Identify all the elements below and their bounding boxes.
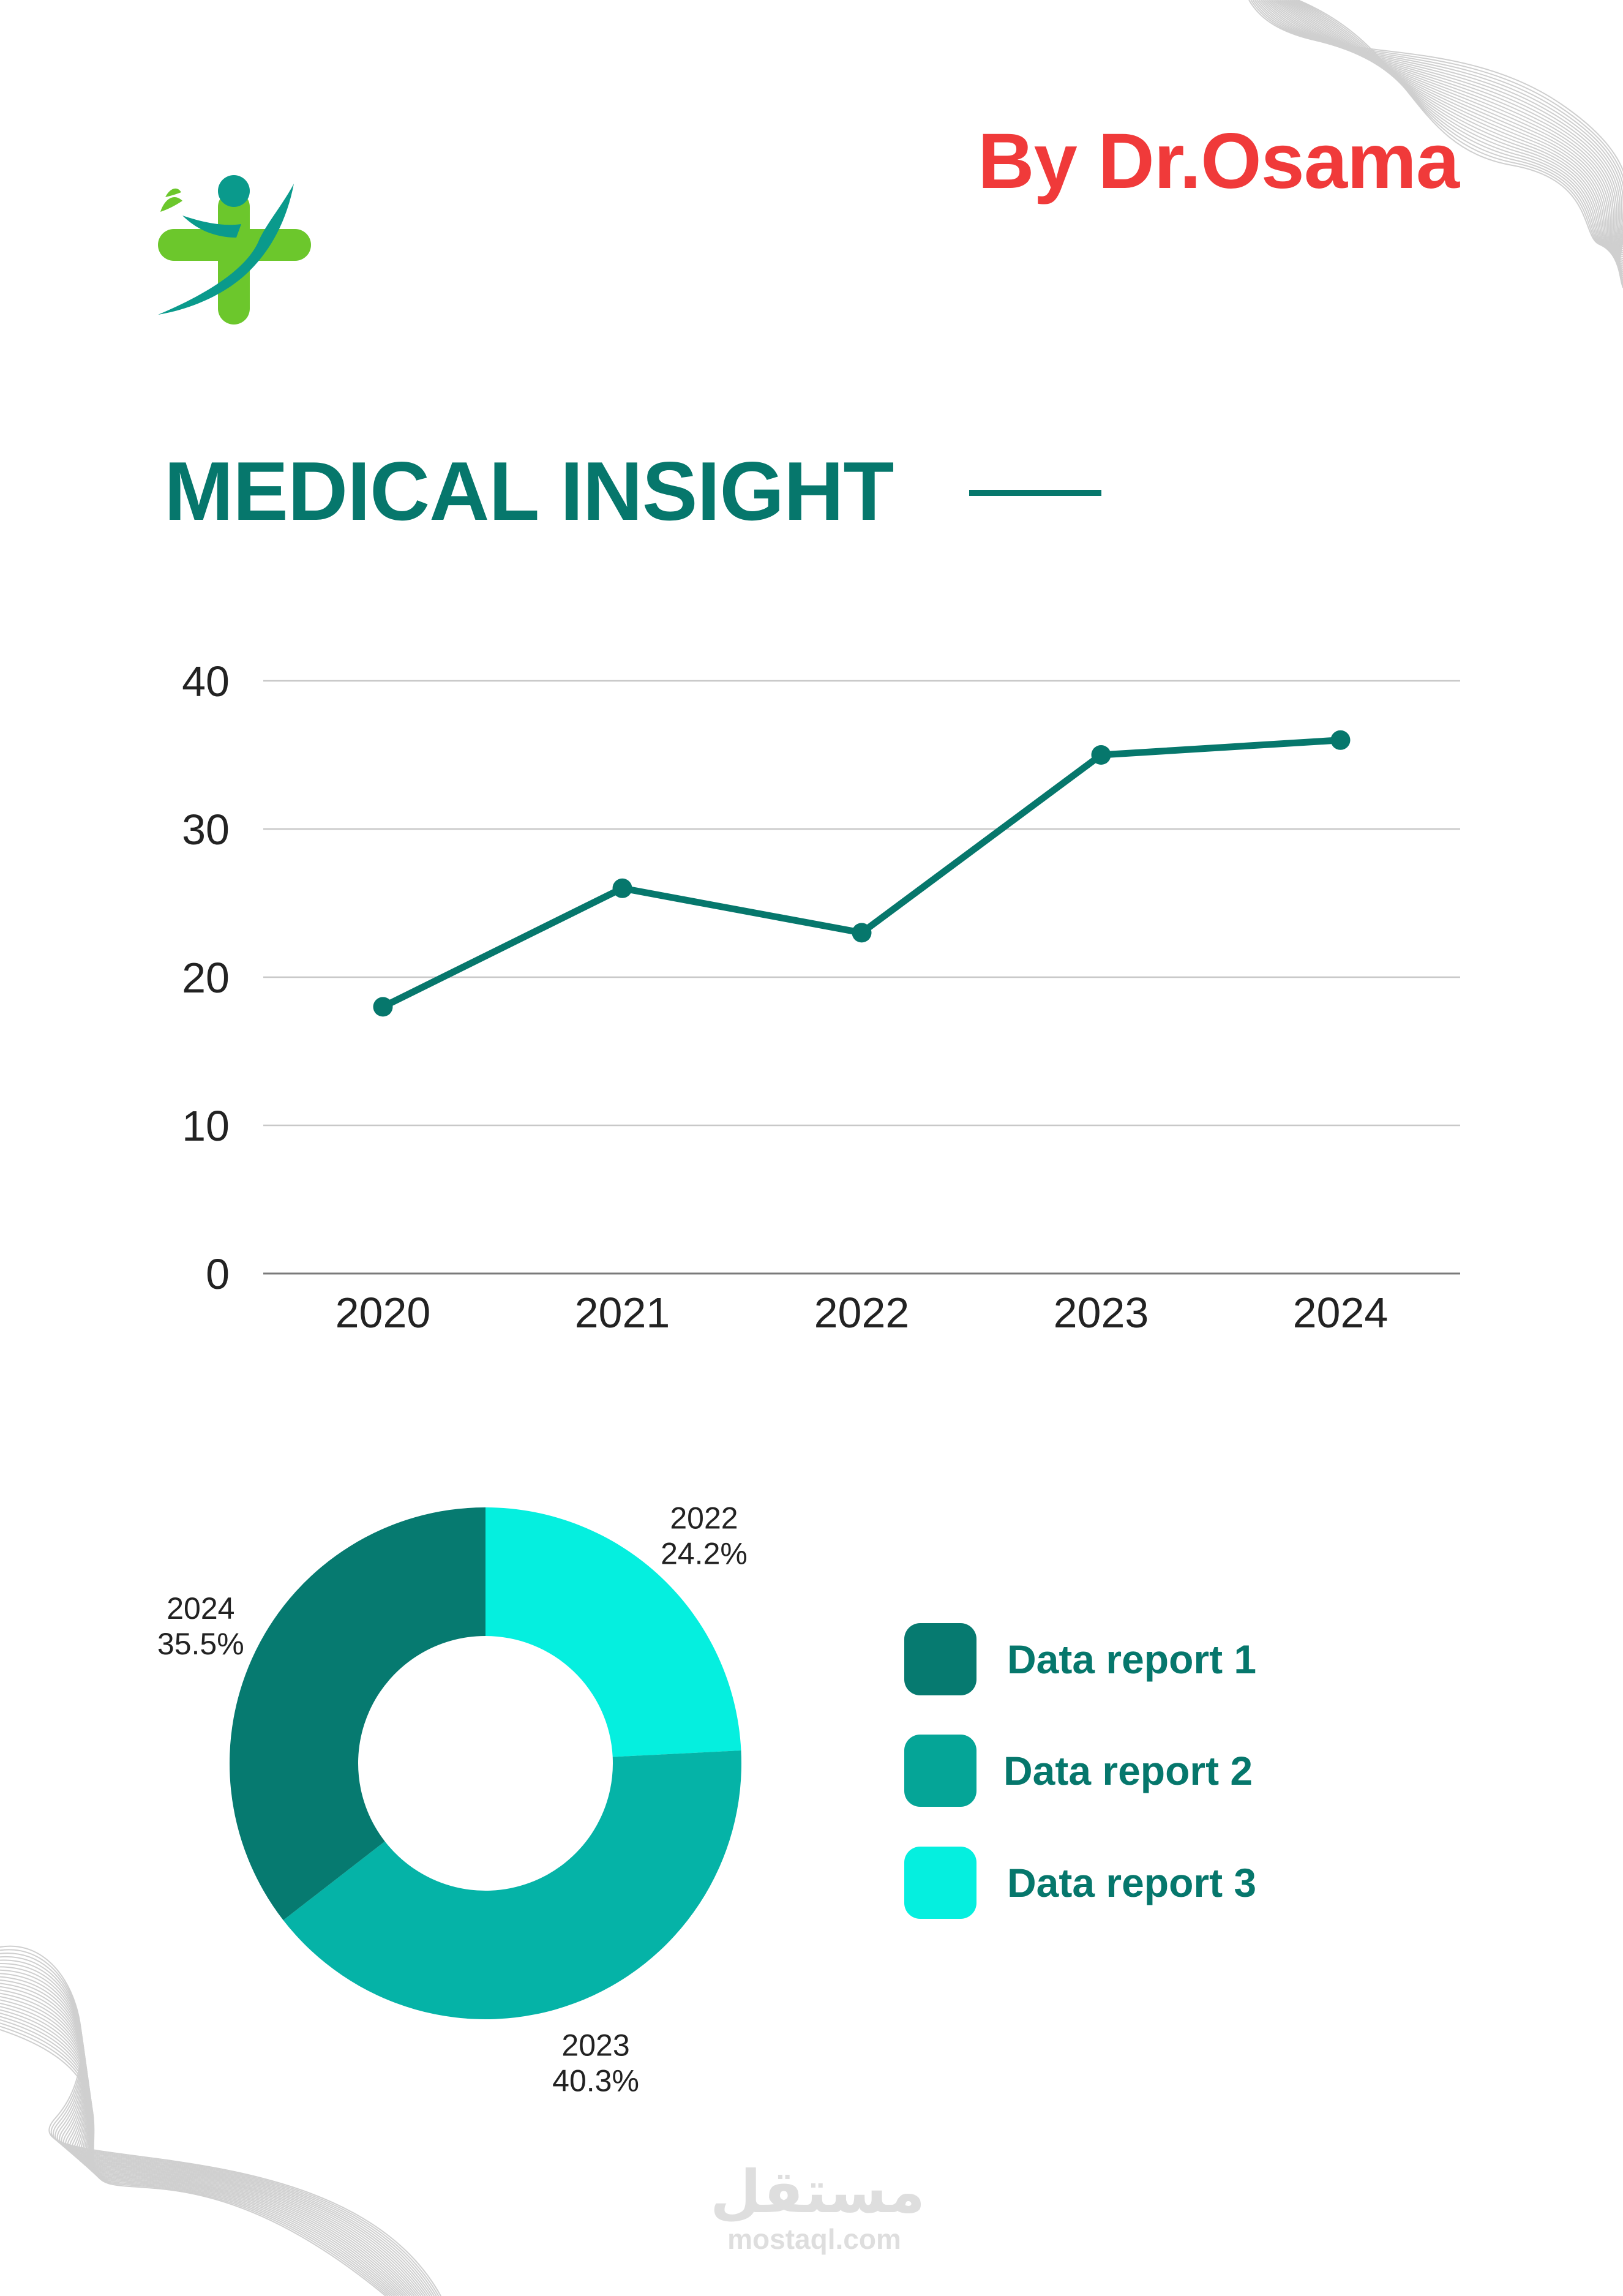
page-title: MEDICAL INSIGHT — [164, 445, 894, 538]
legend-label-1: Data report 1 — [1007, 1637, 1257, 1682]
medical-cross-person-logo — [158, 175, 311, 325]
watermark-logo-text: مستقل — [710, 2158, 926, 2226]
legend-item-1: Data report 1 — [904, 1623, 1256, 1696]
x-tick-label: 2023 — [1054, 1289, 1149, 1337]
x-tick-label: 2024 — [1293, 1289, 1389, 1337]
donut-slice-2022 — [485, 1507, 741, 1757]
y-tick-label: 10 — [182, 1102, 230, 1150]
legend-swatch-2 — [904, 1735, 976, 1807]
logo-person-head — [218, 175, 250, 207]
wave-decoration-top-right — [1248, 0, 1623, 288]
data-point — [1330, 730, 1351, 750]
logo-cross-vertical — [218, 191, 250, 325]
watermark: مستقل mostaql.com — [710, 2158, 926, 2256]
data-point — [612, 878, 632, 898]
line-chart: 0 10 20 30 40 2020 2021 2022 2023 2024 — [182, 658, 1460, 1337]
y-tick-label: 0 — [206, 1250, 230, 1298]
y-tick-label: 40 — [182, 658, 230, 705]
legend-item-2: Data report 2 — [904, 1734, 1253, 1807]
x-tick-label: 2020 — [335, 1289, 431, 1337]
donut-slice-2024 — [230, 1507, 485, 1921]
slice-label-2023: 2023 — [561, 2028, 629, 2063]
data-point — [373, 997, 393, 1017]
x-tick-label: 2021 — [575, 1289, 670, 1337]
title-underline-rule — [969, 490, 1101, 496]
logo-person-arm — [182, 216, 241, 238]
legend-item-3: Data report 3 — [904, 1846, 1256, 1919]
slice-label-2024: 2024 — [167, 1591, 234, 1626]
y-tick-label: 30 — [182, 806, 230, 853]
data-point — [852, 923, 872, 943]
wave-decoration-bottom-left — [0, 1945, 441, 2296]
logo-person-body — [158, 184, 294, 315]
slice-percent-2024: 35.5% — [157, 1627, 244, 1661]
author-name: By Dr.Osama — [978, 118, 1460, 205]
logo-leaf — [160, 188, 182, 212]
y-tick-label: 20 — [182, 954, 230, 1002]
legend-swatch-3 — [904, 1847, 976, 1919]
slice-percent-2022: 24.2% — [661, 1537, 748, 1571]
watermark-site: mostaql.com — [727, 2223, 901, 2255]
data-point — [1091, 745, 1111, 765]
slice-percent-2023: 40.3% — [552, 2064, 639, 2098]
x-tick-label: 2022 — [814, 1289, 910, 1337]
donut-slice-2023 — [283, 1750, 741, 2019]
legend-swatch-1 — [904, 1623, 976, 1695]
legend-label-2: Data report 2 — [1003, 1748, 1253, 1793]
slice-label-2022: 2022 — [670, 1501, 738, 1536]
series-line — [380, 737, 1344, 1010]
legend-label-3: Data report 3 — [1007, 1860, 1257, 1905]
